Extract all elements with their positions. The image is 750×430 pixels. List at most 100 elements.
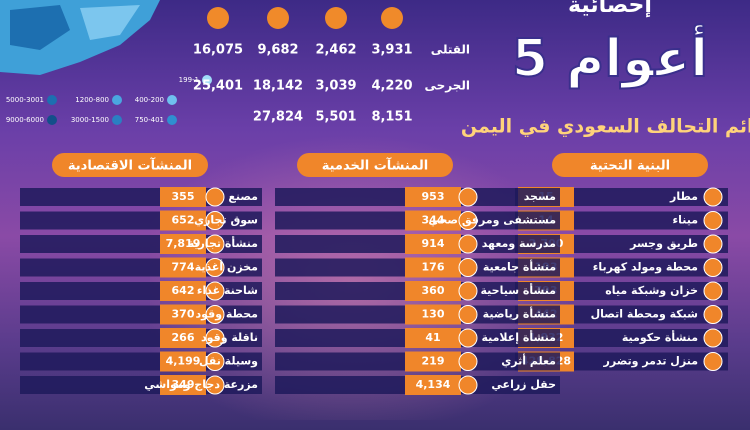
person-icon — [207, 7, 229, 29]
item-value: 953 — [422, 190, 445, 203]
value-box — [160, 187, 206, 207]
legend-dot — [47, 95, 57, 105]
item-label: مدرسة ومعهد — [482, 237, 556, 250]
value-box — [160, 328, 206, 348]
value-box — [405, 187, 461, 207]
legend-label: 3000-1500 — [71, 116, 109, 124]
item-value: 176 — [422, 261, 445, 274]
item-icon — [205, 211, 225, 230]
item-label: وسيلة نقل — [199, 355, 258, 368]
item-label: معلم أثري — [501, 354, 556, 368]
value-box — [160, 304, 206, 325]
item-icon — [458, 234, 478, 254]
person-icon — [381, 7, 403, 29]
item-label: مطار — [669, 190, 698, 203]
item-value: 344 — [422, 214, 445, 227]
item-icon — [205, 305, 225, 324]
item-value: 130 — [422, 308, 445, 321]
title-top: إحصائية — [568, 0, 652, 18]
item-icon — [458, 258, 478, 277]
item-value: 4,134 — [416, 378, 451, 391]
item-label: منشأة سياحية — [481, 283, 556, 297]
item-icon — [205, 258, 225, 277]
legend-label: 5000-3001 — [6, 96, 44, 104]
legend-dot — [202, 75, 212, 85]
item-icon — [703, 234, 723, 254]
item-value: 914 — [422, 237, 445, 250]
legend-label: 400-200 — [135, 96, 164, 104]
item-icon — [703, 328, 723, 348]
item-value: 219 — [422, 355, 445, 368]
item-label: منشأة تجارية — [188, 236, 258, 250]
item-icon — [205, 352, 225, 371]
item-icon — [703, 187, 723, 207]
title: 5 أعوام — [512, 24, 708, 89]
legend-label: 199-1 — [179, 76, 199, 84]
item-icon — [205, 234, 225, 254]
item-icon — [703, 305, 723, 324]
item-icon — [458, 211, 478, 230]
section-header-bg — [552, 153, 708, 177]
item-label: ناقلة وقود — [201, 331, 258, 344]
section-title: المنشآت الاقتصادية — [68, 157, 192, 174]
legend-dot — [47, 115, 57, 125]
value-box — [405, 351, 461, 372]
legend-label: 750-401 — [135, 116, 164, 124]
value-box — [160, 351, 206, 372]
section-header-bg — [297, 153, 453, 177]
row-band — [20, 188, 262, 206]
casualty-total: 8,151 — [371, 110, 412, 125]
item-icon — [458, 281, 478, 301]
item-icon — [703, 281, 723, 301]
casualty-value: 9,682 — [257, 43, 298, 58]
value-box — [405, 257, 461, 278]
item-value: 360 — [422, 284, 445, 297]
item-icon — [205, 328, 225, 348]
item-value: 7,819 — [166, 237, 201, 250]
item-value: 642 — [172, 284, 195, 297]
item-value: 266 — [172, 331, 195, 344]
legend-dot — [167, 95, 177, 105]
value-box — [160, 257, 206, 278]
value-box — [405, 210, 461, 231]
value-box — [405, 281, 461, 301]
item-icon — [458, 352, 478, 371]
subtitle: جرائم التحالف السعودي في اليمن — [461, 116, 750, 139]
item-label: طريق وجسر — [629, 237, 698, 250]
casualty-value: 2,462 — [315, 43, 356, 58]
casualty-value: 4,220 — [371, 79, 412, 94]
item-label: منشأة إعلامية — [481, 330, 556, 344]
item-value: 349 — [172, 378, 195, 391]
value-box — [405, 328, 461, 348]
item-icon — [703, 352, 723, 371]
casualty-value: 18,142 — [253, 79, 303, 94]
casualty-value: 3,931 — [371, 43, 412, 58]
section-title: المنشآت الخدمية — [322, 157, 429, 174]
item-label: محطة وقود — [195, 308, 258, 321]
person-icon — [267, 7, 289, 29]
legend-dot — [112, 115, 122, 125]
legend-label: 1200-800 — [75, 96, 109, 104]
value-box — [405, 234, 461, 254]
casualty-value: 16,075 — [193, 43, 243, 58]
value-box — [405, 375, 461, 395]
item-icon — [458, 187, 478, 207]
item-label: خزان وشبكة مياه — [605, 284, 698, 297]
section-header-bg — [52, 153, 208, 177]
map-region — [80, 5, 140, 40]
item-label: منزل تدمر وتضرر — [603, 355, 698, 368]
item-label: سوق تجاري — [194, 214, 258, 227]
legend-label: 9000-6000 — [6, 116, 44, 124]
item-label: مستشفى ومرفق صحي — [428, 214, 556, 227]
item-value: 774 — [172, 261, 195, 274]
item-icon — [703, 258, 723, 277]
item-value: 652 — [172, 214, 195, 227]
item-value: 370 — [172, 308, 195, 321]
item-label: منشأة جامعية — [483, 260, 556, 274]
row-label: الجرحى — [424, 79, 470, 93]
value-box — [160, 210, 206, 231]
value-box — [160, 375, 206, 395]
item-label: مصنع — [228, 190, 258, 203]
value-box — [160, 281, 206, 301]
casualty-value: 3,039 — [315, 79, 356, 94]
